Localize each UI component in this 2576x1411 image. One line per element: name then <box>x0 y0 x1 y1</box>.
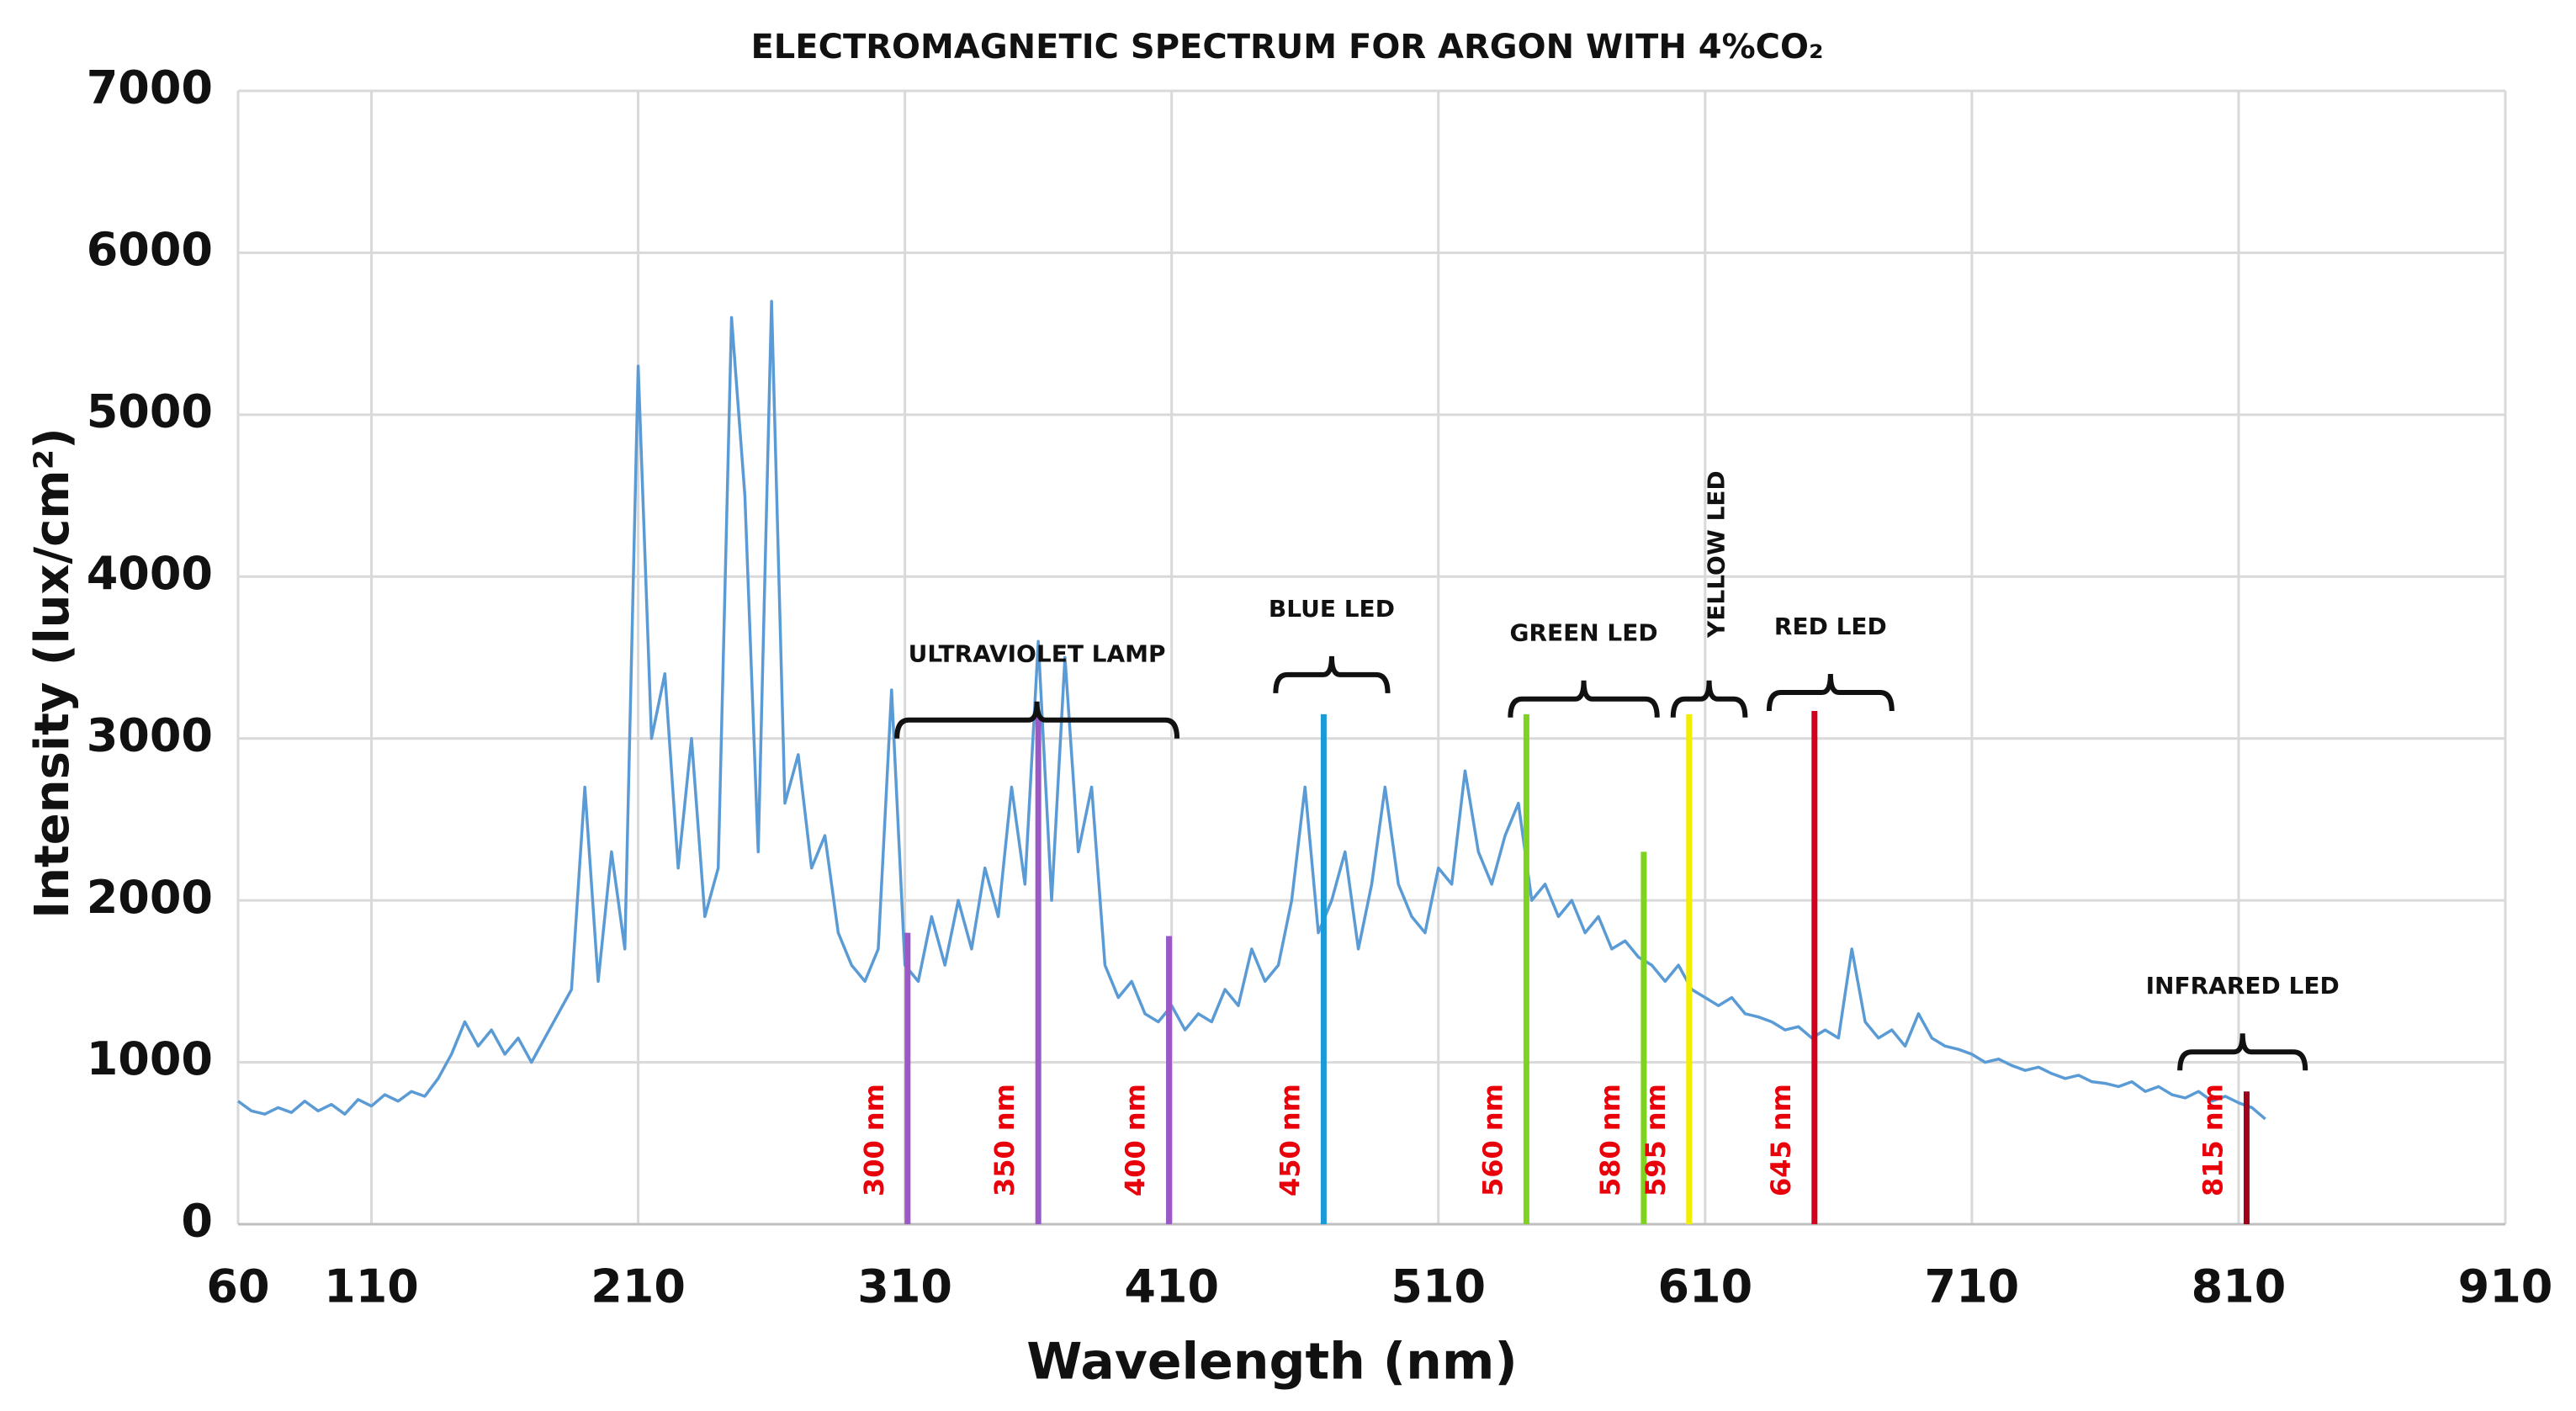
bracket <box>1670 680 1748 718</box>
bracket-label: INFRARED LED <box>2146 972 2340 1000</box>
x-tick-label: 910 <box>2458 1260 2553 1313</box>
x-tick-label: 410 <box>1124 1260 1219 1313</box>
y-tick-label: 6000 <box>87 223 213 276</box>
wavelength-label: 595 nm <box>1640 1084 1672 1196</box>
y-tick-label: 4000 <box>87 547 213 600</box>
y-axis-label: Intensity (lux/cm²) <box>25 427 80 919</box>
wavelength-label: 350 nm <box>989 1084 1020 1196</box>
bracket <box>1766 673 1895 712</box>
bracket-label: BLUE LED <box>1269 595 1395 623</box>
wavelength-label: 400 nm <box>1120 1084 1152 1196</box>
x-tick-label: 60 <box>206 1260 269 1313</box>
y-tick-label: 7000 <box>87 61 213 114</box>
y-tick-label: 2000 <box>87 871 213 924</box>
spectrum-line <box>236 300 2266 1121</box>
bracket-label: RED LED <box>1774 613 1887 640</box>
x-tick-label: 110 <box>324 1260 419 1313</box>
bracket-label: ULTRAVIOLET LAMP <box>909 640 1166 668</box>
x-tick-label: 710 <box>1925 1260 2020 1313</box>
wavelength-label: 645 nm <box>1765 1084 1797 1196</box>
y-tick-label: 3000 <box>87 708 213 761</box>
x-tick-label: 310 <box>857 1260 952 1313</box>
wavelength-label: 580 nm <box>1594 1084 1626 1196</box>
x-axis-label: Wavelength (nm) <box>1026 1333 1518 1392</box>
wavelength-label: 815 nm <box>2197 1084 2229 1196</box>
wavelength-label: 560 nm <box>1476 1084 1508 1196</box>
wavelength-label: 450 nm <box>1274 1084 1306 1196</box>
bracket-label: GREEN LED <box>1509 619 1657 647</box>
x-tick-label: 810 <box>2192 1260 2287 1313</box>
wavelength-label: 300 nm <box>858 1084 890 1196</box>
bracket-label: YELLOW LED <box>1703 470 1731 639</box>
y-tick-label: 0 <box>181 1195 213 1248</box>
y-tick-label: 5000 <box>87 385 213 438</box>
x-tick-label: 610 <box>1657 1260 1752 1313</box>
bracket <box>1273 655 1391 693</box>
chart-title: ELECTROMAGNETIC SPECTRUM FOR ARGON WITH … <box>750 28 1823 66</box>
bracket <box>1508 680 1660 718</box>
y-tick-label: 1000 <box>87 1032 213 1085</box>
x-tick-label: 510 <box>1391 1260 1486 1313</box>
x-tick-label: 210 <box>591 1260 686 1313</box>
bracket <box>2177 1033 2308 1071</box>
